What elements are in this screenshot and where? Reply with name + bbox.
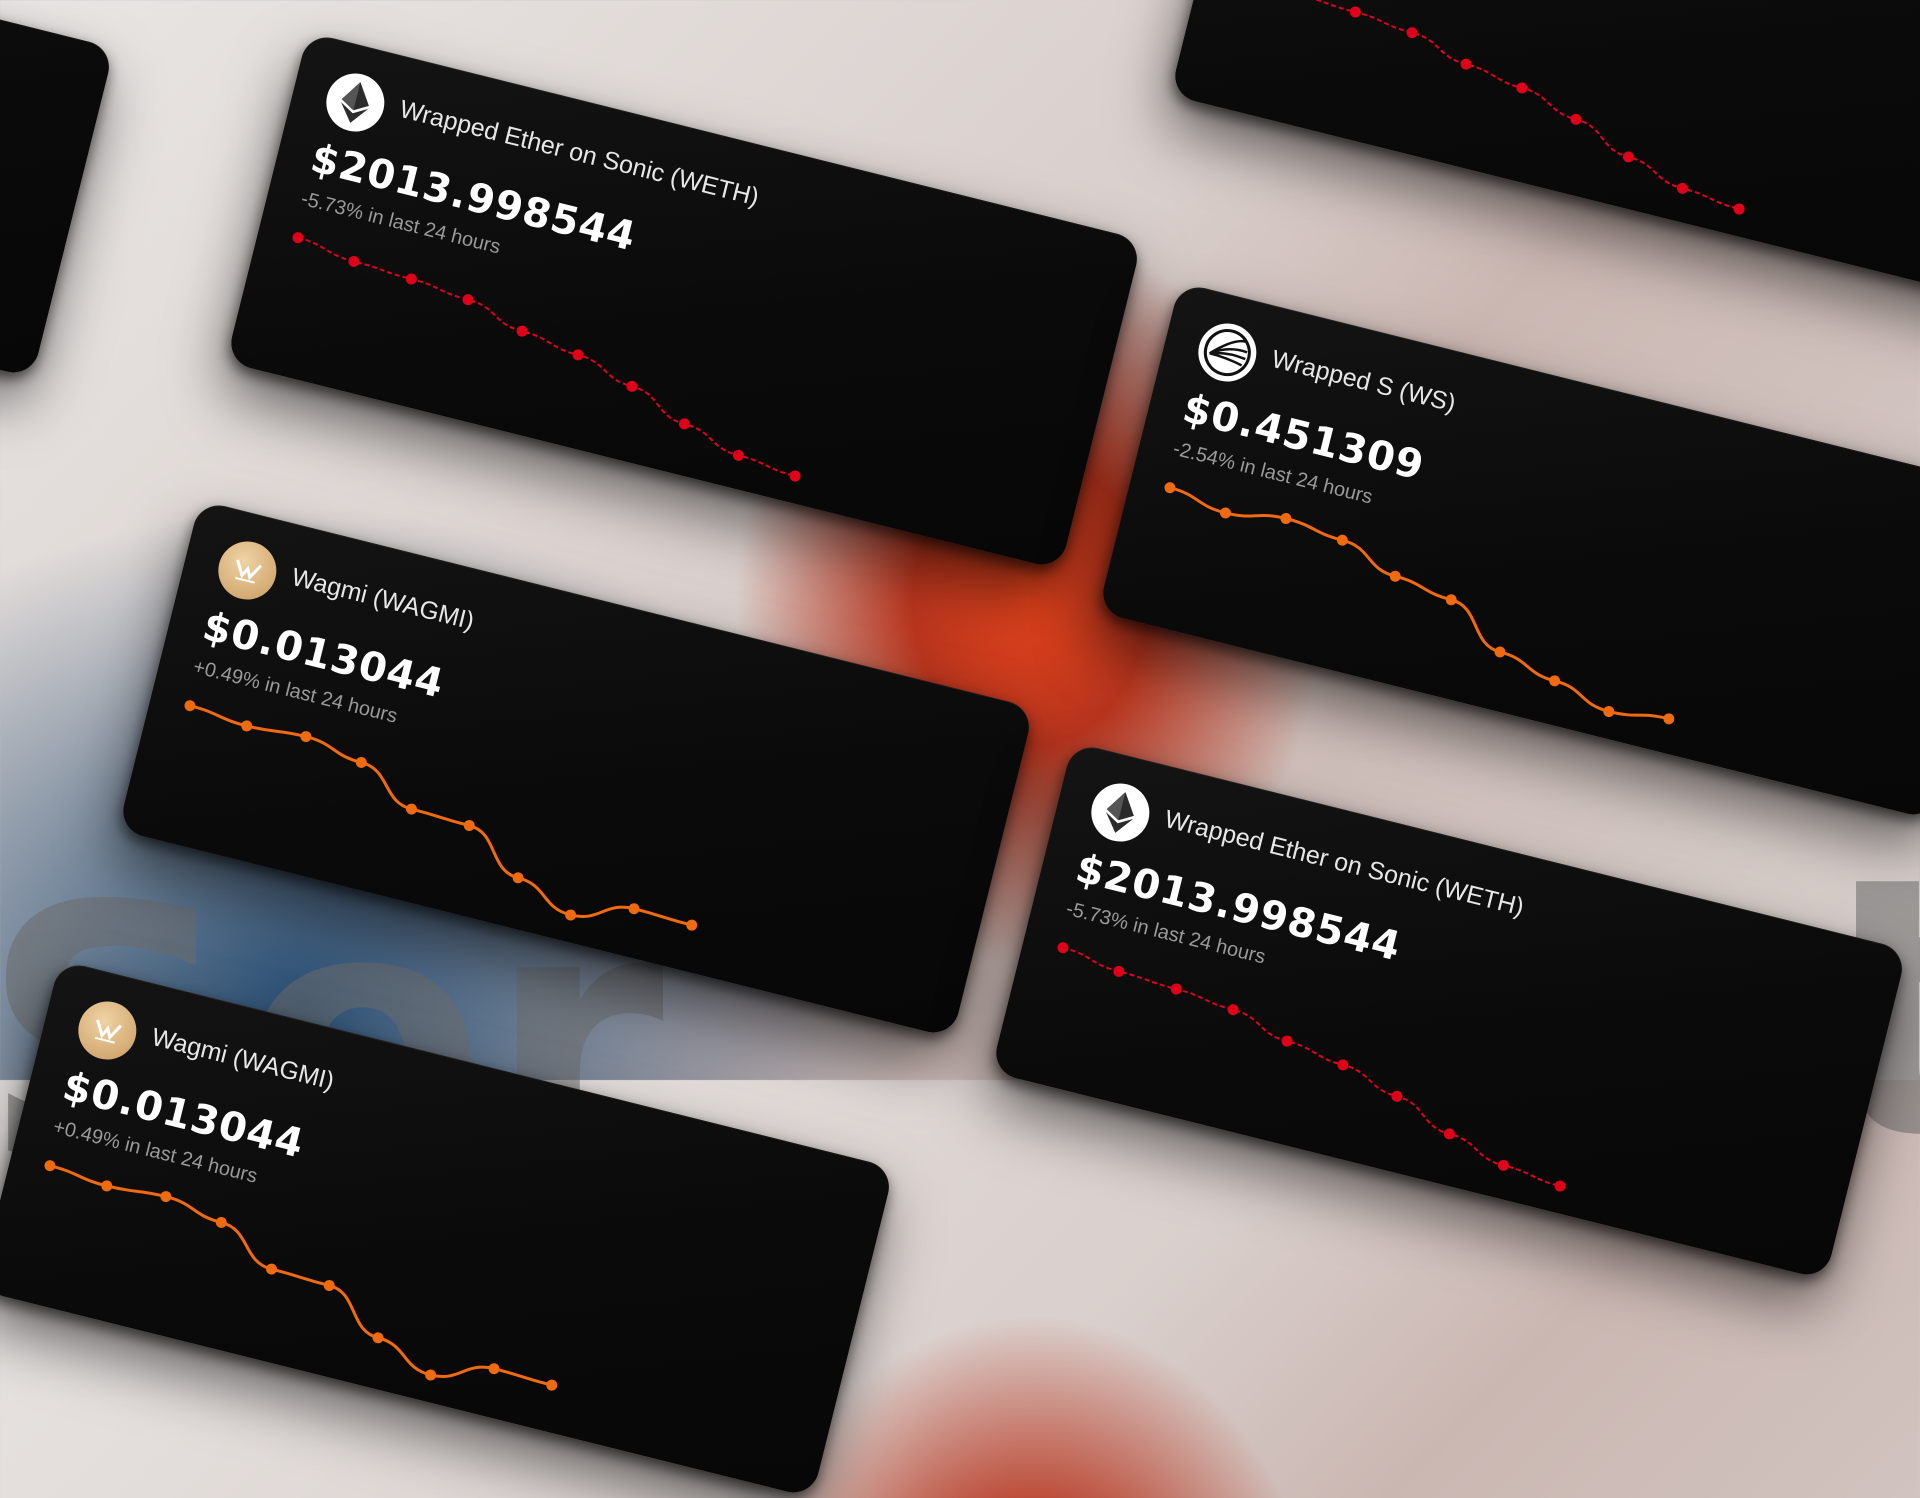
sparkline-point [1389,570,1401,582]
sparkline-point [732,449,744,461]
sparkline-point [266,1263,278,1275]
sparkline-point [1164,482,1176,494]
sparkline-point [323,1279,335,1291]
sparkline-line [189,704,693,927]
sparkline-line [1241,0,1740,210]
sparkline-point [488,1363,500,1375]
sparkline-point [406,803,418,815]
token-card[interactable]: Wrapped Ether on Sonic (WETH) $2013.9985… [0,0,115,378]
sparkline-point [572,349,584,361]
sparkline-point [1445,594,1457,606]
sparkline-point [1516,82,1528,94]
sparkline-point [1336,534,1348,546]
sparkline-point [1280,513,1292,525]
sparkline-line [1169,486,1670,721]
sparkline-point [1337,1059,1349,1071]
sparkline-line [297,236,796,477]
sparkline-point [1460,58,1472,70]
sparkline-point [546,1379,558,1391]
price-sparkline-chart [1057,942,1566,1192]
sparkline-point [789,470,801,482]
sparkline-point [1622,151,1634,163]
sparkline-point [1733,203,1745,215]
sparkline-point [565,909,577,921]
ethereum-icon [320,67,391,138]
sparkline-point [1663,713,1675,725]
sparkline-point [425,1369,437,1381]
token-card[interactable]: Wrapped S (WS) $0.451309 -2.54% in last … [1097,282,1920,820]
price-sparkline-chart [292,232,801,482]
price-sparkline-chart [1241,0,1745,215]
sparkline-point [512,872,524,884]
sparkline-point [215,1216,227,1228]
token-card[interactable]: Wagmi (WAGMI) $0.013044 +0.49% in last 2… [117,500,1035,1038]
sparkline-point [1219,507,1231,519]
token-card[interactable]: Wagmi (WAGMI) $0.013044 +0.49% in last 2… [0,960,895,1498]
sparkline-point [44,1160,56,1172]
ethereum-icon [1085,777,1156,848]
price-sparkline-chart [184,700,698,931]
sparkline-point [405,273,417,285]
sparkline-point [628,903,640,915]
sparkline-point [1497,1159,1509,1171]
sparkline-point [184,700,196,712]
sparkline-point [1406,27,1418,39]
sparkline-point [1549,675,1561,687]
sparkline-point [1227,1004,1239,1016]
token-card[interactable]: Wrapped Ether on Sonic (WETH) $2013.9985… [1169,0,1920,303]
sparkline-point [1291,0,1304,1]
price-sparkline-chart [44,1160,558,1391]
sparkline-point [1443,1128,1455,1140]
sparkline-point [516,325,528,337]
token-name: Wrapped S (WS) [1268,344,1459,418]
sparkline-point [678,418,690,430]
sparkline-point [372,1332,384,1344]
token-card[interactable]: Wrapped Ether on Sonic (WETH) $2013.9985… [990,742,1908,1280]
wagmi-icon [212,535,283,606]
price-sparkline-chart [1164,482,1675,725]
sparkline-point [1170,983,1182,995]
token-name: Wagmi (WAGMI) [148,1022,338,1096]
sparkline-point [1281,1035,1293,1047]
sparkline-point [1554,1180,1566,1192]
sparkline-point [1603,706,1615,718]
token-name: Wagmi (WAGMI) [288,562,478,636]
sparkline-point [1570,113,1582,125]
sparkline-point [300,731,312,743]
sparkline-line [1062,946,1561,1187]
sparkline-point [1676,182,1688,194]
sparkline-point [1349,6,1361,18]
token-card[interactable]: Wrapped Ether on Sonic (WETH) $2013.9985… [225,32,1143,570]
sparkline-point [686,919,698,931]
sparkline-point [1391,1090,1403,1102]
wagmi-icon [72,995,143,1066]
sparkline-point [462,294,474,306]
sparkline-point [1113,965,1125,977]
sparkline-point [241,720,253,732]
sparkline-point [101,1180,113,1192]
sparkline-point [1494,646,1506,658]
sparkline-point [160,1191,172,1203]
sparkline-point [626,380,638,392]
sparkline-point [348,255,360,267]
sparkline-point [355,756,367,768]
sparkline-point [292,232,304,244]
sparkline-point [463,819,475,831]
sonic-icon [1192,317,1263,388]
sparkline-point [1057,942,1069,954]
